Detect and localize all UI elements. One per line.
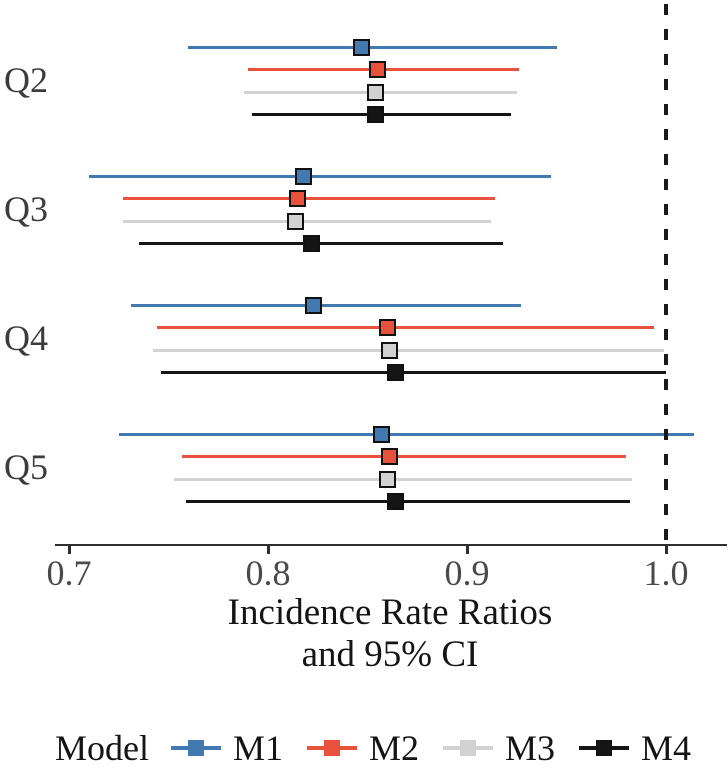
legend-item-m4: M4 [579,727,691,769]
legend-key-m3-icon [443,739,494,757]
point-marker-m4-q4 [386,364,404,381]
ci-line-m2-q3 [122,197,495,200]
point-marker-m3-q4 [380,341,398,359]
legend-key-m2-icon [307,739,358,757]
ci-line-m3-q5 [174,477,633,481]
x-tick-label-0.9: 0.9 [444,553,490,593]
x-tick-label-0.8: 0.8 [245,553,291,593]
ci-line-m1-q3 [88,174,551,178]
legend-label-m1: M1 [233,728,284,768]
x-axis-line [55,544,727,546]
point-marker-m4-q5 [386,493,404,510]
ci-line-m2-q4 [156,326,655,329]
point-marker-m4-q3 [303,235,321,252]
row-label-q3: Q3 [4,189,48,229]
point-marker-m2-q4 [378,319,396,336]
ci-line-m1-q2 [188,45,557,49]
point-marker-m1-q5 [372,425,390,443]
ci-line-m1-q4 [130,303,521,307]
point-marker-m2-q5 [380,448,398,465]
x-tick-0.9 [465,545,469,554]
legend-label-m3: M3 [505,728,556,768]
legend-key-m1-icon [171,739,221,757]
ci-line-m4-q3 [138,242,503,245]
x-tick-0.7 [67,545,71,554]
reference-line-at-1 [664,4,668,554]
legend-key-m4-icon [579,739,630,757]
ci-line-m1-q5 [118,432,694,436]
legend-item-m1: M1 [171,727,283,769]
x-tick-label-1.0: 1.0 [643,553,689,593]
legend: Model M1 M2 M3 M4 [55,722,715,774]
x-axis-title-line2: and 95% CI [301,634,479,675]
row-label-q2: Q2 [4,60,48,100]
point-marker-m1-q2 [353,38,371,56]
legend-item-m3: M3 [443,727,555,769]
legend-key-square [460,740,477,756]
point-marker-m1-q3 [295,167,313,185]
x-axis-title-line1: Incidence Rate Ratios [227,592,553,633]
legend-label-m4: M4 [641,728,692,768]
x-tick-0.8 [266,545,270,554]
point-marker-m3-q3 [287,212,305,230]
legend-key-square [188,740,204,756]
legend-title: Model [55,728,149,768]
legend-key-square [596,740,613,756]
row-label-q5: Q5 [4,447,48,487]
point-marker-m4-q2 [366,106,384,123]
legend-label-m2: M2 [369,728,420,768]
ci-line-m4-q4 [160,371,666,374]
row-label-q4: Q4 [4,318,48,358]
point-marker-m1-q4 [305,296,323,314]
legend-key-square [324,740,341,756]
x-axis-title: Incidence Rate Ratios and 95% CI [80,592,700,676]
ci-line-m2-q5 [182,455,627,458]
point-marker-m3-q5 [378,470,396,488]
ci-line-m3-q3 [122,219,491,223]
point-marker-m3-q2 [366,83,384,101]
point-marker-m2-q3 [289,190,307,207]
ci-line-m4-q5 [186,500,631,503]
x-tick-label-0.7: 0.7 [46,553,92,593]
ci-line-m3-q4 [152,348,664,352]
legend-item-m2: M2 [307,727,419,769]
point-marker-m2-q2 [368,61,386,78]
